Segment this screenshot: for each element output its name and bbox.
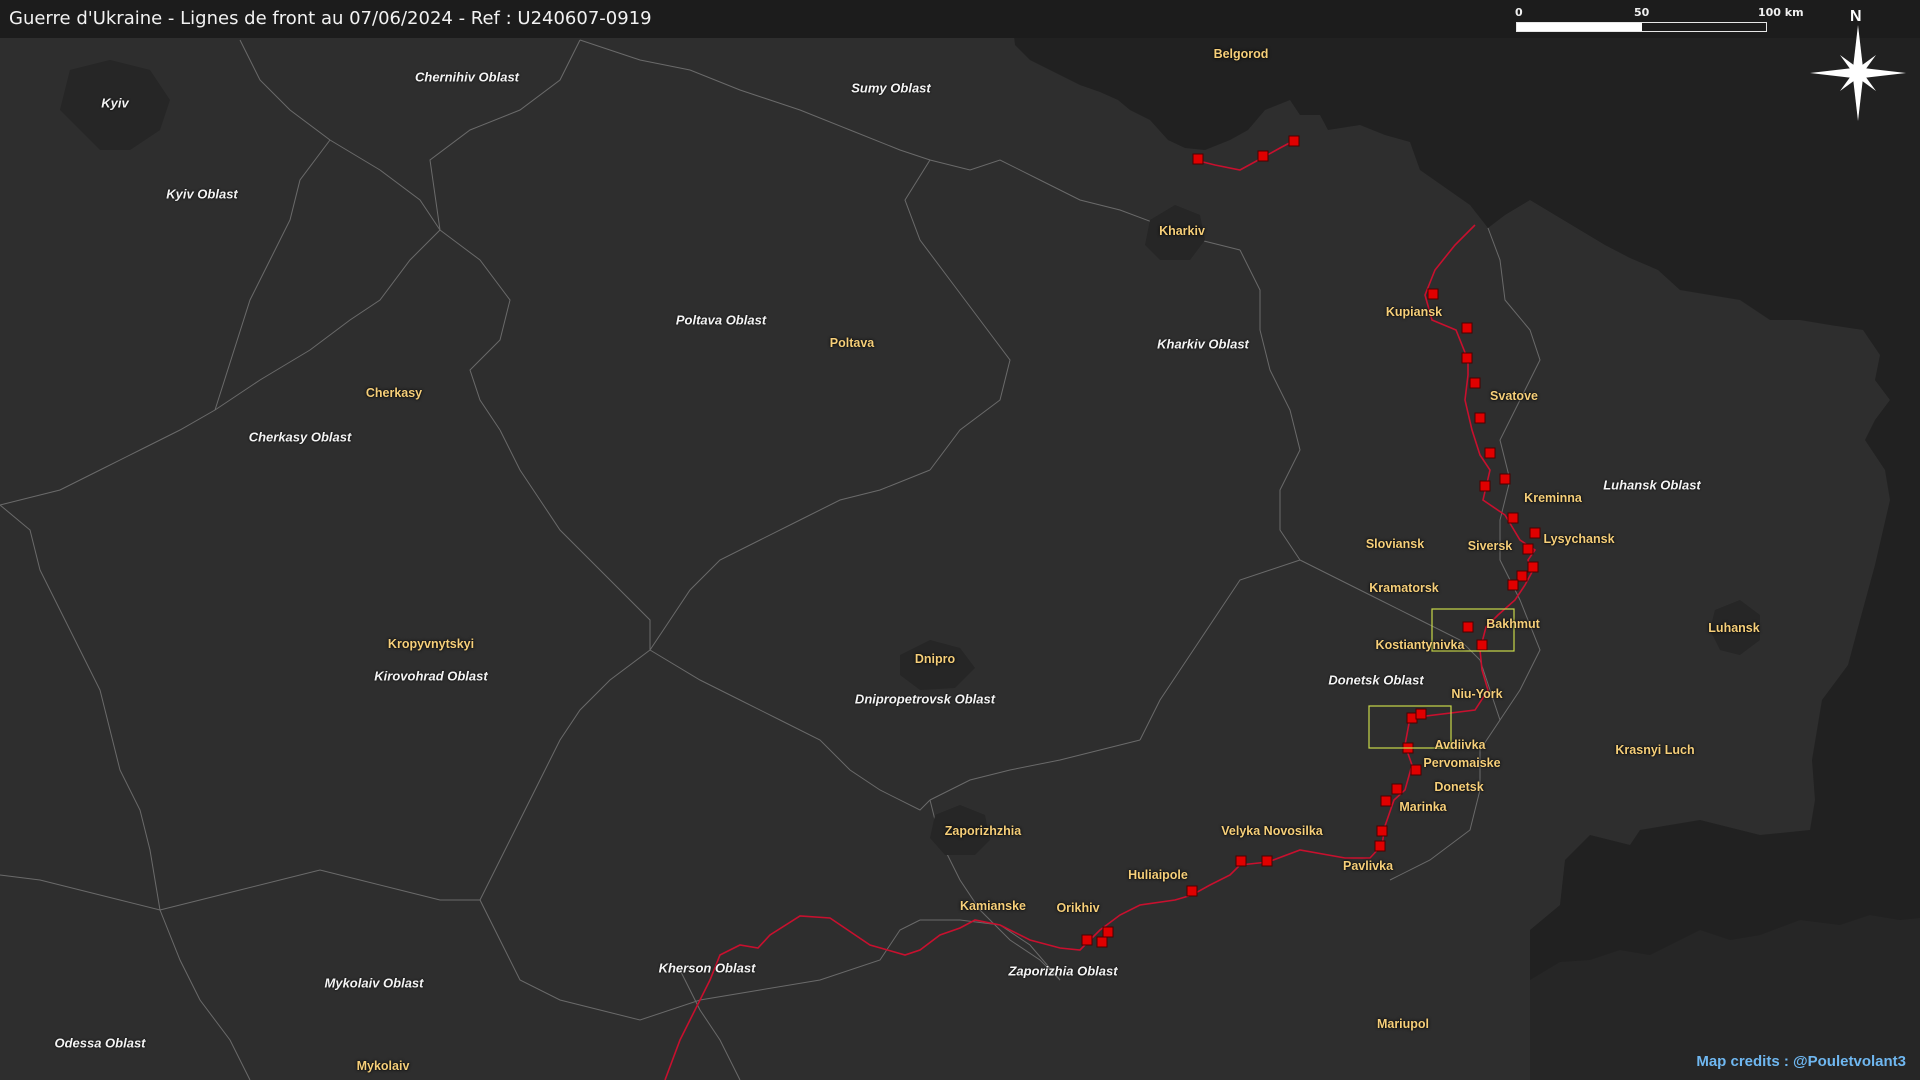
front-marker: [1474, 412, 1486, 424]
city-label: Cherkasy: [365, 386, 423, 400]
front-marker: [1461, 322, 1473, 334]
front-marker: [1462, 621, 1474, 633]
front-marker: [1410, 764, 1422, 776]
focus-boxes: [1368, 608, 1515, 749]
front-marker: [1380, 795, 1392, 807]
city-label: Poltava: [829, 336, 875, 350]
russia-area: [1010, 0, 1920, 1080]
city-label: Bakhmut: [1486, 617, 1540, 631]
city-label: Niu-York: [1451, 687, 1503, 701]
city-label: Svatove: [1490, 389, 1538, 403]
front-marker: [1427, 288, 1439, 300]
city-label: Kharkiv: [1159, 224, 1205, 238]
city-label: Huliaipole: [1128, 868, 1188, 882]
city-label: Pavlivka: [1342, 859, 1394, 873]
front-marker: [1529, 527, 1541, 539]
oblast-borders: [0, 39, 1541, 1080]
scale-bar: 0 50 100 km: [1515, 6, 1804, 40]
front-marker: [1484, 447, 1496, 459]
city-label: Velyka Novosilka: [1221, 824, 1323, 838]
city-label: Marinka: [1399, 800, 1447, 814]
front-marker: [1261, 855, 1273, 867]
oblast-label: Mykolaiv Oblast: [324, 975, 424, 991]
front-marker: [1186, 885, 1198, 897]
city-label: Kostiantynivka: [1375, 638, 1465, 652]
scale-fill: [1517, 23, 1642, 31]
oblast-label: Kyiv Oblast: [166, 186, 238, 202]
city-label: Kramatorsk: [1369, 581, 1439, 595]
city-label: Krasnyi Luch: [1615, 743, 1695, 757]
city-label: Donetsk: [1434, 780, 1484, 794]
front-marker: [1476, 639, 1488, 651]
city-areas: [60, 60, 1760, 855]
city-label: Mykolaiv: [356, 1059, 410, 1073]
scale-label-50: 50: [1634, 6, 1650, 19]
front-marker: [1415, 708, 1427, 720]
city-label: Kreminna: [1524, 491, 1582, 505]
front-marker: [1257, 150, 1269, 162]
city-label: Kupiansk: [1385, 305, 1443, 319]
city-label: Dnipro: [914, 652, 956, 666]
oblast-label: Luhansk Oblast: [1603, 477, 1701, 493]
title-bar: Guerre d'Ukraine - Lignes de front au 07…: [0, 0, 1920, 38]
scale-track: [1516, 22, 1767, 32]
front-marker: [1522, 543, 1534, 555]
city-label: Lysychansk: [1543, 532, 1615, 546]
city-label: Kropyvnytskyi: [387, 637, 475, 651]
front-marker: [1527, 561, 1539, 573]
front-marker: [1479, 480, 1491, 492]
front-marker: [1235, 855, 1247, 867]
oblast-label: Odessa Oblast: [54, 1035, 146, 1051]
city-label: Zaporizhzhia: [944, 824, 1022, 838]
north-arrow-icon: N: [1808, 8, 1908, 123]
city-label: Orikhiv: [1056, 901, 1100, 915]
map-title: Guerre d'Ukraine - Lignes de front au 07…: [9, 8, 652, 29]
oblast-label: Kharkiv Oblast: [1157, 336, 1249, 352]
front-marker: [1469, 377, 1481, 389]
front-marker: [1192, 153, 1204, 165]
oblast-label: Chernihiv Oblast: [414, 69, 520, 85]
front-marker: [1102, 926, 1114, 938]
scale-label-0: 0: [1515, 6, 1523, 19]
city-label: Sloviansk: [1365, 537, 1425, 551]
scale-label-100: 100 km: [1758, 6, 1804, 19]
front-marker: [1461, 352, 1473, 364]
oblast-label: Kirovohrad Oblast: [374, 668, 488, 684]
front-marker: [1288, 135, 1300, 147]
compass-label: N: [1850, 8, 1862, 25]
front-marker: [1081, 934, 1093, 946]
oblast-label: Sumy Oblast: [851, 80, 931, 96]
front-marker: [1376, 825, 1388, 837]
city-label: Pervomaiske: [1423, 756, 1501, 770]
city-label: Siversk: [1467, 539, 1513, 553]
oblast-label: Kherson Oblast: [658, 960, 756, 976]
focus-box-bakhmut: [1431, 608, 1515, 652]
oblast-label: Dnipropetrovsk Oblast: [854, 691, 996, 707]
front-marker: [1507, 512, 1519, 524]
city-label: Kamianske: [959, 899, 1027, 913]
oblast-label: Donetsk Oblast: [1328, 672, 1424, 688]
front-marker: [1507, 579, 1519, 591]
map-credit: Map credits : @Pouletvolant3: [1696, 1053, 1906, 1070]
city-label: Belgorod: [1213, 47, 1269, 61]
city-label: Avdiivka: [1434, 738, 1486, 752]
oblast-label: Cherkasy Oblast: [248, 429, 352, 445]
front-marker: [1499, 473, 1511, 485]
oblast-label: Zaporizhia Oblast: [1008, 963, 1118, 979]
oblast-label: Poltava Oblast: [675, 312, 767, 328]
front-marker: [1391, 783, 1403, 795]
city-label: Luhansk: [1708, 621, 1760, 635]
front-marker: [1516, 570, 1528, 582]
front-marker: [1096, 936, 1108, 948]
front-marker: [1374, 840, 1386, 852]
city-label-kyiv: Kyiv: [101, 95, 129, 111]
sea-of-azov: [1530, 915, 1920, 1080]
city-label: Mariupol: [1376, 1017, 1430, 1031]
focus-box-avdiivka: [1368, 705, 1452, 749]
